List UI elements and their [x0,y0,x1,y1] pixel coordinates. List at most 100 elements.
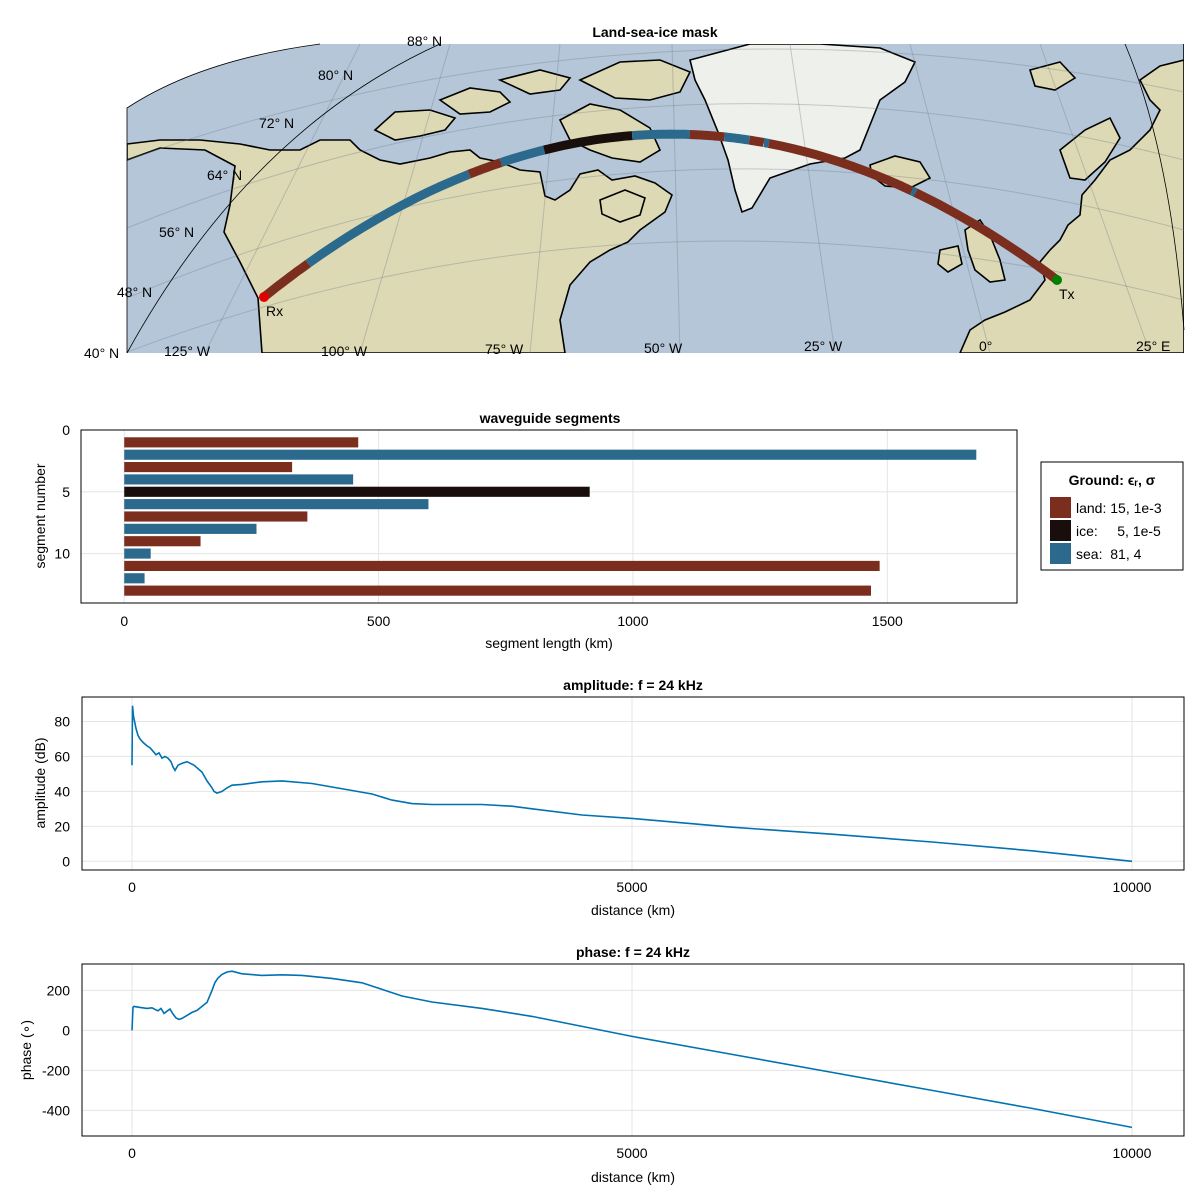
legend-swatch-sea [1050,543,1071,564]
segment-bar-5 [124,486,590,497]
segments-frame [80,429,1018,604]
amplitude-yticks: 0 20 40 60 80 [54,713,70,869]
lat-label-88n: 88° N [407,33,442,49]
segment-bar-4 [124,474,354,485]
segments-xtick-label: 1000 [617,613,648,629]
segments-xtick-label: 500 [367,613,391,629]
amplitude-panel: amplitude: f = 24 kHz 0 5000 10000 0 20 40 60… [32,677,1185,918]
amplitude-ylabel: amplitude (dB) [32,737,48,828]
path-segment-8 [723,132,751,145]
tx-label: Tx [1059,286,1075,302]
amplitude-line [131,705,1133,863]
phase-grid [82,964,1184,1136]
path-segment-3 [467,158,503,179]
map-panel: Land-sea-ice mask [84,24,1185,361]
amplitude-frame [81,696,1185,871]
graticule [127,44,1184,353]
amplitude-ytick-label: 0 [62,853,70,869]
segments-xtick-label: 0 [120,613,128,629]
lat-label-40n: 40° N [84,345,119,361]
path-segment-4 [499,145,546,167]
legend-title: Ground: ϵᵣ, σ [1069,472,1156,488]
segments-xlabel: segment length (km) [485,635,613,651]
phase-xlabel: distance (km) [591,1169,675,1185]
phase-ylabel: phase (∘) [18,1020,34,1080]
lon-label-0: 0° [979,338,992,354]
path-segment-7 [689,130,725,142]
segment-bar-13 [124,585,872,596]
lat-label-72n: 72° N [259,115,294,131]
lon-label-100w: 100° W [321,343,368,359]
segment-bar-3 [124,462,293,473]
lat-label-80n: 80° N [318,67,353,83]
land-labrador-coast [599,189,646,223]
land-arctic-islands-2 [438,87,512,115]
segments-ytick-label: 5 [62,484,70,500]
legend-swatch-ice [1050,520,1071,541]
legend: Ground: ϵᵣ, σ land: 15, 1e-3 ice: 5, 1e-… [1040,461,1184,571]
map-40n-meridian-outline [126,43,441,354]
segments-ytick-label: 10 [54,546,70,562]
lat-label-56n: 56° N [159,224,194,240]
phase-ytick-label: 0 [62,1022,70,1038]
path-segment-5 [543,131,633,155]
phase-title: phase: f = 24 kHz [576,944,690,960]
map-right-outline [1124,43,1185,331]
segment-bar-11 [124,560,880,571]
phase-ytick-label: -400 [42,1102,70,1118]
path-segment-10 [763,138,770,148]
tx-marker [1052,275,1062,285]
segment-bar-2 [124,449,977,460]
amplitude-ytick-label: 20 [54,818,70,834]
phase-xtick-label: 10000 [1113,1145,1152,1161]
amplitude-grid [82,697,1184,870]
land-svalbard [1028,61,1077,91]
amplitude-xtick-label: 10000 [1113,879,1152,895]
map-title: Land-sea-ice mask [592,24,717,40]
amplitude-ytick-label: 60 [54,748,70,764]
lat-label-64n: 64° N [207,167,242,183]
legend-label-land: land: 15, 1e-3 [1076,500,1162,516]
segment-bar-8 [124,523,257,534]
phase-ytick-label: -200 [42,1062,70,1078]
legend-label-ice: ice: 5, 1e-5 [1076,523,1161,539]
path-segment-6 [631,129,690,141]
phase-panel: phase: f = 24 kHz 0 5000 10000 -400 -200 0 20… [18,944,1185,1185]
segment-bar-7 [124,511,308,522]
amplitude-ytick-label: 40 [54,783,70,799]
phase-frame [81,963,1185,1137]
amplitude-xtick-label: 0 [128,879,136,895]
amplitude-ytick-label: 80 [54,713,70,729]
lon-label-25w: 25° W [804,338,843,354]
path-segment-11 [767,139,914,195]
path-segment-12 [909,186,918,197]
legend-label-sea: sea: 81, 4 [1076,546,1142,562]
rx-marker [259,292,269,302]
segments-yticks: 0 5 10 [54,422,70,562]
phase-line [131,970,1133,1129]
segments-ytick-label: 0 [62,422,70,438]
great-circle-path [261,129,1060,301]
land-arctic-islands-1 [373,109,457,141]
legend-swatch-land [1050,497,1071,518]
phase-ytick-label: 200 [47,982,71,998]
phase-yticks: -400 -200 0 200 [42,982,70,1118]
land-ireland [937,245,963,273]
path-segment-9 [748,135,765,147]
lat-label-48n: 48° N [117,284,152,300]
lon-label-50w: 50° W [644,340,683,356]
land-ellesmere [578,59,692,101]
segment-bar-12 [124,573,145,584]
amplitude-xlabel: distance (km) [591,902,675,918]
amplitude-xtick-label: 5000 [616,879,647,895]
segments-title: waveguide segments [479,410,621,426]
segments-ylabel: segment number [32,463,48,568]
phase-xtick-label: 5000 [616,1145,647,1161]
path-segment-13 [913,188,1060,284]
rx-label: Rx [266,303,283,319]
segments-bars [124,437,977,596]
segments-xticks: 0 500 1000 1500 [120,613,903,629]
amplitude-xticks: 0 5000 10000 [128,879,1152,895]
lon-label-75w: 75° W [485,341,524,357]
